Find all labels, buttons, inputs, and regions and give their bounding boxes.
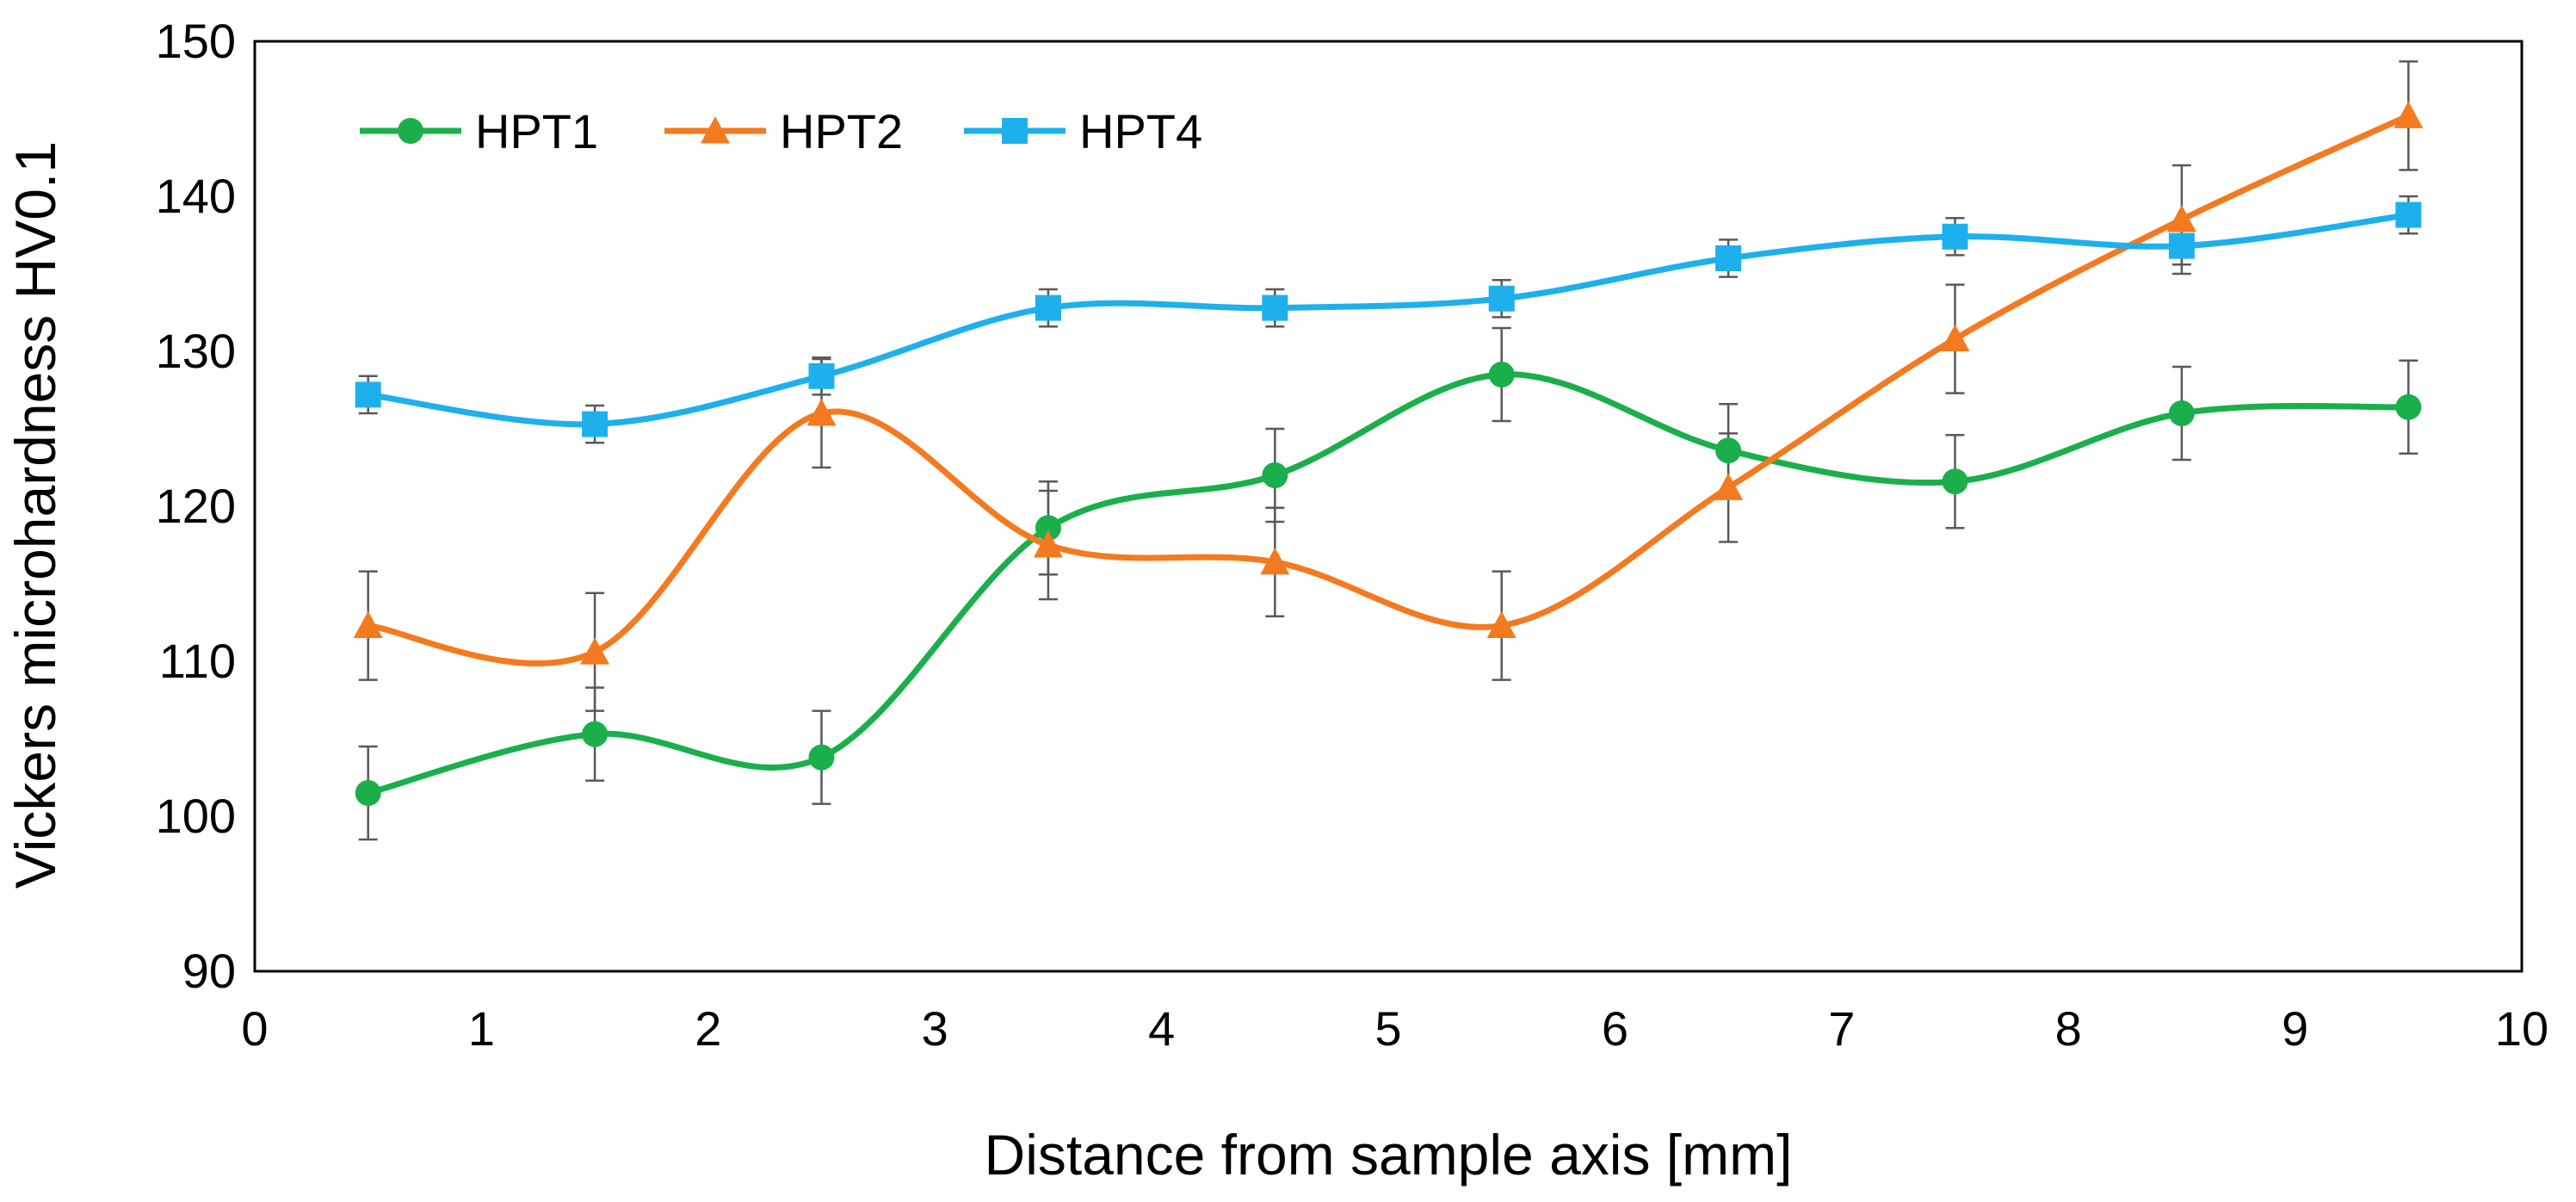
y-axis-title: Vickers microhardness HV0.1 [3, 141, 67, 889]
hpt1-point [582, 721, 608, 747]
y-tick-label: 120 [156, 479, 236, 533]
hpt1-point [1262, 462, 1288, 488]
y-tick-label: 140 [156, 169, 236, 223]
y-axis: 90 100 110 120 130 140 150 [156, 14, 236, 998]
hpt2-point [1260, 547, 1290, 575]
y-tick-label: 130 [156, 324, 236, 378]
legend-label: HPT1 [475, 104, 598, 158]
hpt1-point [2168, 400, 2195, 426]
legend-item-hpt4: HPT4 [964, 104, 1202, 158]
x-axis-title: Distance from sample axis [mm] [985, 1123, 1793, 1187]
hpt2-point [806, 399, 837, 426]
y-tick-label: 90 [182, 944, 236, 998]
x-tick-label: 4 [1148, 1001, 1175, 1056]
x-tick-label: 10 [2495, 1001, 2548, 1056]
hpt4-point [1488, 285, 1515, 312]
hpt1-point [1715, 437, 1742, 464]
x-tick-label: 3 [922, 1001, 948, 1056]
series-markers [353, 101, 2424, 806]
hpt4-line [365, 212, 2412, 428]
hpt2-point [2394, 101, 2424, 128]
plot-area [253, 40, 2523, 973]
legend-marker-hpt1 [398, 118, 423, 144]
x-axis: 0 1 2 3 4 5 6 7 8 9 10 [241, 1001, 2548, 1056]
hpt1-point [808, 744, 835, 771]
hpt1-line [365, 371, 2412, 796]
hpt1-point [355, 780, 381, 806]
x-tick-label: 8 [2055, 1001, 2082, 1056]
hpt4-point [808, 362, 835, 389]
x-tick-label: 6 [1602, 1001, 1628, 1056]
hpt4-point [2395, 201, 2422, 228]
legend-marker-hpt4 [1002, 118, 1028, 144]
x-tick-label: 2 [695, 1001, 721, 1056]
hpt4-point [1262, 294, 1288, 321]
hpt2-line [365, 112, 2412, 667]
x-tick-label: 1 [468, 1001, 495, 1056]
x-tick-label: 5 [1374, 1001, 1401, 1056]
legend-item-hpt2: HPT2 [664, 104, 903, 158]
y-tick-label: 110 [159, 634, 236, 688]
hpt4-point [1035, 294, 1061, 321]
hpt1-point [2395, 393, 2422, 420]
hpt2-point [353, 610, 383, 639]
hpt4-point [1942, 223, 1968, 250]
hpt4-point [2168, 232, 2195, 259]
hpt1-point [1488, 362, 1515, 387]
hpt2-point [1940, 324, 1970, 352]
hpt1-point [1942, 468, 1968, 495]
y-tick-label: 100 [156, 789, 236, 843]
x-tick-label: 0 [241, 1001, 268, 1056]
hpt4-point [1715, 245, 1742, 271]
hpt1-point [1035, 515, 1061, 542]
legend: HPT1 HPT2 HPT4 [360, 104, 1202, 158]
hpt2-point [1033, 530, 1063, 558]
x-tick-label: 9 [2282, 1001, 2308, 1056]
hpt2-point [1714, 473, 1744, 500]
hpt4-point [355, 381, 381, 408]
hpt2-point [2166, 205, 2196, 232]
hpt2-point [1486, 610, 1517, 639]
series-lines [365, 112, 2412, 796]
x-tick-label: 7 [1828, 1001, 1855, 1056]
y-tick-label: 150 [156, 14, 236, 68]
legend-item-hpt1: HPT1 [360, 104, 598, 158]
legend-label: HPT4 [1079, 104, 1202, 158]
legend-label: HPT2 [780, 104, 903, 158]
hpt2-point [580, 637, 610, 665]
legend-marker-hpt2 [701, 116, 730, 144]
hpt4-point [582, 411, 608, 437]
